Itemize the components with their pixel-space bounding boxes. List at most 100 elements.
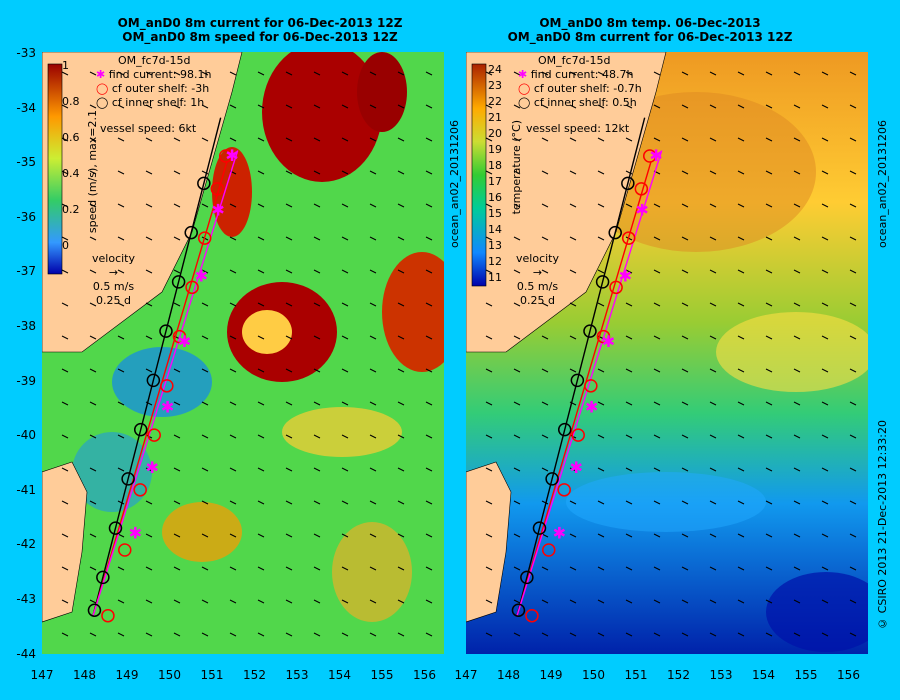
inner-shelf-marker: [583, 324, 597, 338]
x-tick-label: 155: [370, 668, 394, 682]
velocity-arrow: [569, 71, 577, 76]
velocity-arrow: [257, 368, 265, 373]
velocity-arrow: [425, 203, 433, 208]
velocity-arrow: [369, 302, 377, 307]
velocity-arrow: [765, 533, 773, 538]
velocity-arrow: [569, 104, 577, 109]
velocity-arrow: [397, 533, 405, 538]
velocity-arrow: [485, 434, 493, 439]
right-map[interactable]: ✱ ✱ ✱ ✱ ✱ ✱ ✱: [466, 52, 868, 654]
velocity-arrow: [513, 500, 521, 505]
velocity-arrow: [173, 236, 181, 241]
velocity-arrow: [765, 137, 773, 142]
velocity-arrow: [569, 500, 577, 505]
velocity-arrow: [513, 599, 521, 604]
velocity-arrow: [425, 434, 433, 439]
velocity-arrow: [369, 104, 377, 109]
velocity-arrow: [397, 236, 405, 241]
velocity-arrow: [597, 170, 605, 175]
y-tick-label: -43: [16, 592, 36, 606]
velocity-arrow: [849, 632, 857, 637]
velocity-arrow: [145, 566, 153, 571]
velocity-arrow: [737, 566, 745, 571]
outer-shelf-marker: [133, 483, 147, 497]
velocity-arrow: [513, 467, 521, 472]
velocity-arrow: [61, 632, 69, 637]
velocity-arrow: [541, 170, 549, 175]
colorbar-tick: 11: [488, 271, 502, 284]
velocity-arrow: [849, 170, 857, 175]
velocity-arrow: [285, 335, 293, 340]
inner-shelf-marker: [146, 373, 161, 388]
velocity-arrow: [737, 104, 745, 109]
x-tick-label: 153: [709, 668, 733, 682]
velocity-arrow: [229, 269, 237, 274]
velocity-arrow: [681, 500, 689, 505]
velocity-arrow: [341, 632, 349, 637]
velocity-arrow: [117, 137, 125, 142]
x-tick-label: 154: [328, 668, 351, 682]
velocity-arrow: [61, 269, 69, 274]
velocity-arrow: [341, 500, 349, 505]
velocity-arrow: [709, 137, 717, 142]
velocity-arrow: [257, 500, 265, 505]
left-map[interactable]: ✱ ✱ ✱ ✱ ✱ ✱ ✱: [42, 52, 444, 654]
velocity-arrow: [793, 467, 801, 472]
velocity-arrow: [425, 467, 433, 472]
velocity-arrow: [821, 368, 829, 373]
velocity-arrow: [821, 401, 829, 406]
velocity-arrow: [285, 137, 293, 142]
velocity-arrow: [513, 434, 521, 439]
velocity-arrow: [541, 632, 549, 637]
velocity-arrow: [61, 302, 69, 307]
velocity-arrow: [625, 104, 633, 109]
velocity-arrow: [625, 71, 633, 76]
velocity-arrow: [541, 203, 549, 208]
find-current-marker: ✱: [602, 332, 615, 351]
outer-shelf-marker: [172, 329, 187, 344]
velocity-arrow: [513, 632, 521, 637]
velocity-arrow: [257, 137, 265, 142]
find-route-line: [516, 150, 663, 616]
velocity-arrow: [597, 467, 605, 472]
velocity-arrow: [765, 236, 773, 241]
velocity-arrow: [341, 368, 349, 373]
outer-shelf-marker: [101, 608, 115, 623]
velocity-arrow: [625, 401, 633, 406]
velocity-arrow: [821, 632, 829, 637]
velocity-arrow: [397, 599, 405, 604]
velocity-arrow: [397, 401, 405, 406]
outer-shelf-marker: [218, 149, 233, 163]
velocity-arrow: [89, 236, 97, 241]
velocity-arrow: [229, 401, 237, 406]
colorbar-tick: 15: [488, 207, 502, 220]
velocity-arrow: [793, 401, 801, 406]
velocity-arrow: [425, 104, 433, 109]
velocity-arrow: [145, 203, 153, 208]
velocity-arrow: [765, 632, 773, 637]
velocity-arrow: [257, 335, 265, 340]
left-vessel-speed: vessel speed: 6kt: [100, 122, 197, 135]
inner-shelf-marker: [511, 603, 526, 617]
velocity-arrow: [821, 269, 829, 274]
velocity-arrow: [369, 533, 377, 538]
velocity-arrow: [229, 137, 237, 142]
outer-shelf-marker: [621, 231, 636, 245]
velocity-arrow: [849, 401, 857, 406]
x-tick-label: 148: [73, 668, 96, 682]
velocity-arrow: [89, 500, 97, 505]
velocity-arrow: [285, 368, 293, 373]
velocity-arrow: [369, 500, 377, 505]
velocity-arrow: [541, 236, 549, 241]
velocity-arrow: [709, 203, 717, 208]
velocity-arrow: [681, 401, 689, 406]
velocity-arrow: [173, 566, 181, 571]
velocity-arrow: [397, 71, 405, 76]
x-tick-label: 148: [497, 668, 520, 682]
velocity-arrow: [313, 170, 321, 175]
velocity-arrow: [313, 203, 321, 208]
inner-shelf-marker: [96, 570, 110, 585]
velocity-arrow: [681, 170, 689, 175]
x-tick-label: 151: [624, 668, 648, 682]
velocity-arrow: [653, 236, 661, 241]
